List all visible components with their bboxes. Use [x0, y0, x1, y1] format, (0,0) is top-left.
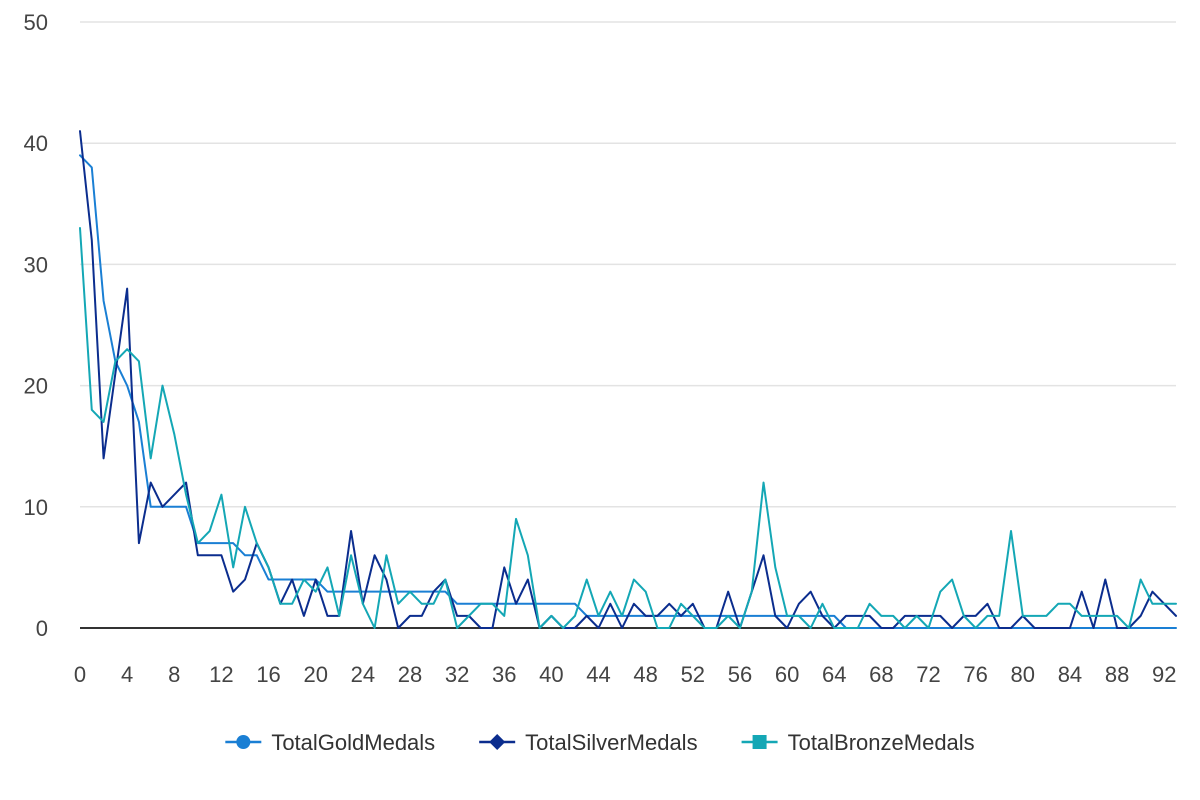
legend-label: TotalGoldMedals: [271, 730, 435, 755]
series-line-TotalGoldMedals: [79, 154, 1177, 629]
x-tick-label: 44: [586, 662, 610, 687]
y-axis-tick-labels: 0 10 20 30 40 50: [24, 10, 48, 641]
legend-item-TotalBronzeMedals[interactable]: TotalBronzeMedals: [741, 730, 975, 755]
gridlines: [80, 21, 1176, 508]
x-tick-label: 88: [1105, 662, 1129, 687]
x-tick-label: 16: [256, 662, 280, 687]
x-tick-label: 64: [822, 662, 846, 687]
y-tick-label: 0: [36, 616, 48, 641]
legend-circle-marker: [236, 735, 251, 749]
x-tick-label: 84: [1058, 662, 1082, 687]
x-tick-label: 12: [209, 662, 233, 687]
x-tick-label: 40: [539, 662, 563, 687]
x-tick-label: 20: [303, 662, 327, 687]
x-tick-label: 76: [963, 662, 987, 687]
x-tick-label: 4: [121, 662, 133, 687]
legend-item-TotalSilverMedals[interactable]: TotalSilverMedals: [479, 730, 698, 755]
y-tick-label: 40: [24, 131, 48, 156]
x-tick-label: 68: [869, 662, 893, 687]
y-tick-label: 20: [24, 374, 48, 399]
x-axis-tick-labels: 0 4 8 12 16 20 24 28 32 36 40 44 48 52 56 60 64 68 72 76 80 8…: [74, 662, 1177, 687]
x-tick-label: 32: [445, 662, 469, 687]
y-tick-label: 50: [24, 10, 48, 35]
legend-square-marker: [752, 735, 767, 749]
legend-item-TotalGoldMedals[interactable]: TotalGoldMedals: [225, 730, 435, 755]
legend-label: TotalSilverMedals: [525, 730, 697, 755]
x-tick-label: 36: [492, 662, 516, 687]
x-tick-label: 52: [681, 662, 705, 687]
x-tick-label: 80: [1011, 662, 1035, 687]
x-tick-label: 28: [398, 662, 422, 687]
y-tick-label: 30: [24, 252, 48, 277]
x-tick-label: 24: [351, 662, 375, 687]
x-tick-label: 48: [633, 662, 657, 687]
legend-diamond-marker: [489, 734, 506, 750]
x-tick-label: 60: [775, 662, 799, 687]
x-tick-label: 0: [74, 662, 86, 687]
x-tick-label: 72: [916, 662, 940, 687]
legend-label: TotalBronzeMedals: [788, 730, 975, 755]
series-line-TotalBronzeMedals: [79, 227, 1177, 629]
x-tick-label: 92: [1152, 662, 1176, 687]
series-lines: [79, 130, 1177, 629]
x-tick-label: 8: [168, 662, 180, 687]
x-tick-label: 56: [728, 662, 752, 687]
y-tick-label: 10: [24, 495, 48, 520]
legend: TotalGoldMedals TotalSilverMedals TotalBro…: [225, 730, 975, 755]
